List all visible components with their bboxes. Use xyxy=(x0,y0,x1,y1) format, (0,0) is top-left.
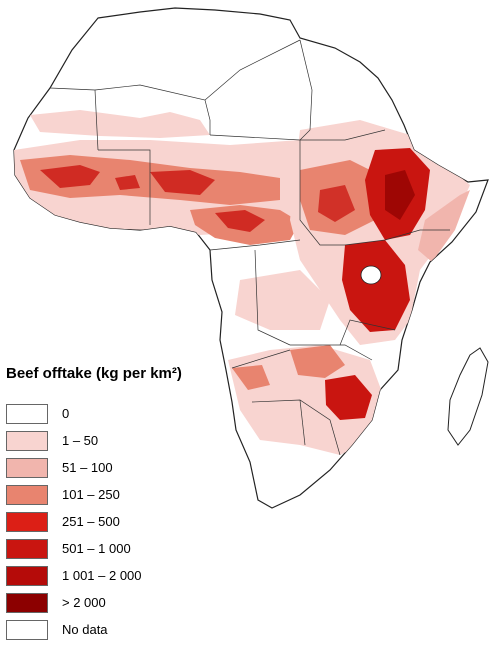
southern-africa-light xyxy=(228,345,385,455)
legend-label: > 2 000 xyxy=(62,595,106,610)
legend-swatch xyxy=(6,430,48,451)
legend-swatch xyxy=(6,538,48,559)
zambia-medium xyxy=(290,345,345,378)
legend-label: 101 – 250 xyxy=(62,487,120,502)
north-light-patches xyxy=(30,110,210,138)
west-sahel-dark xyxy=(40,165,215,195)
legend-swatch xyxy=(6,565,48,586)
angola-patch xyxy=(232,365,270,390)
legend-item: 1 – 50 xyxy=(6,427,256,454)
legend-swatch xyxy=(6,457,48,478)
lake-victoria xyxy=(360,265,382,285)
kenya-tanzania-dark xyxy=(342,240,410,332)
legend-item: 501 – 1 000 xyxy=(6,535,256,562)
ethiopia-darkest xyxy=(385,170,415,220)
legend: 0 1 – 50 51 – 100 101 – 250 251 – 500 50… xyxy=(6,400,256,643)
legend-label: 251 – 500 xyxy=(62,514,120,529)
sudan-dark xyxy=(318,185,355,222)
legend-swatch xyxy=(6,484,48,505)
central-band-dark xyxy=(215,210,265,232)
legend-item: 101 – 250 xyxy=(6,481,256,508)
madagascar xyxy=(447,347,489,446)
legend-label: No data xyxy=(62,622,108,637)
legend-item: No data xyxy=(6,616,256,643)
legend-title: Beef offtake (kg per km²) xyxy=(6,365,182,382)
legend-label: 1 001 – 2 000 xyxy=(62,568,142,583)
somalia-medium xyxy=(418,190,470,262)
legend-label: 51 – 100 xyxy=(62,460,113,475)
legend-item: > 2 000 xyxy=(6,589,256,616)
congo-light xyxy=(235,270,330,330)
legend-label: 501 – 1 000 xyxy=(62,541,131,556)
legend-item: 51 – 100 xyxy=(6,454,256,481)
legend-swatch xyxy=(6,511,48,532)
legend-item: 251 – 500 xyxy=(6,508,256,535)
legend-label: 1 – 50 xyxy=(62,433,99,448)
legend-swatch xyxy=(6,403,48,424)
zimbabwe-dark xyxy=(325,375,372,420)
legend-swatch xyxy=(6,592,48,613)
legend-label: 0 xyxy=(62,406,70,421)
country-borders xyxy=(49,39,450,456)
legend-item: 1 001 – 2 000 xyxy=(6,562,256,589)
legend-item: 0 xyxy=(6,400,256,427)
legend-swatch xyxy=(6,619,48,640)
